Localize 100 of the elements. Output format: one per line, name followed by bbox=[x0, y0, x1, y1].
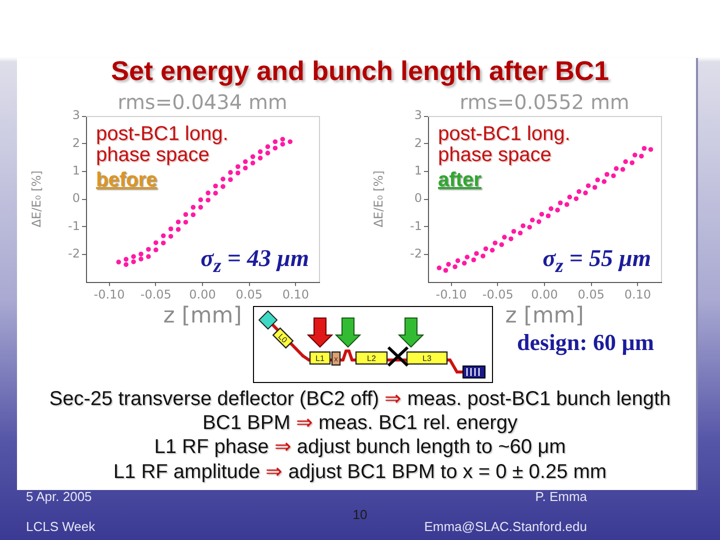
point bbox=[546, 213, 551, 218]
point bbox=[124, 262, 128, 267]
point bbox=[614, 166, 619, 171]
x-tick-label: 0.05 bbox=[236, 287, 262, 302]
point bbox=[206, 198, 210, 203]
point bbox=[492, 240, 498, 246]
point bbox=[124, 256, 128, 262]
y-tick-label: -1 bbox=[68, 218, 80, 233]
point bbox=[138, 252, 144, 256]
annotation: σ$_{z}$ = 43 μm bbox=[200, 245, 309, 279]
point bbox=[176, 227, 181, 232]
point bbox=[236, 170, 240, 176]
point bbox=[116, 260, 122, 264]
point bbox=[190, 212, 196, 218]
point bbox=[623, 159, 628, 164]
point bbox=[548, 206, 554, 212]
point bbox=[592, 184, 598, 190]
point bbox=[583, 190, 588, 196]
y-tick-label: 2 bbox=[414, 136, 422, 150]
point bbox=[527, 224, 532, 230]
point bbox=[502, 234, 507, 240]
point bbox=[154, 240, 158, 246]
point bbox=[242, 159, 248, 164]
point bbox=[474, 251, 479, 256]
point bbox=[455, 258, 460, 264]
point bbox=[499, 242, 504, 248]
point bbox=[632, 152, 638, 158]
point bbox=[462, 260, 467, 266]
point bbox=[602, 179, 607, 184]
point bbox=[520, 223, 526, 228]
point bbox=[258, 149, 263, 154]
point bbox=[630, 160, 635, 166]
point bbox=[567, 194, 572, 200]
point bbox=[213, 190, 218, 196]
point bbox=[483, 246, 488, 252]
annotation: post-BC1 long. phase space bbox=[438, 123, 572, 166]
point bbox=[198, 197, 204, 202]
point bbox=[131, 254, 136, 259]
point bbox=[611, 173, 616, 178]
point bbox=[265, 144, 270, 150]
annotation: before bbox=[96, 169, 158, 191]
point bbox=[265, 150, 270, 156]
point bbox=[213, 184, 218, 188]
point bbox=[242, 166, 248, 170]
point bbox=[576, 189, 582, 194]
point bbox=[146, 246, 151, 252]
point bbox=[518, 230, 523, 236]
text: P. Emma bbox=[535, 488, 587, 506]
y-tick-label: 3 bbox=[414, 108, 422, 122]
point bbox=[154, 248, 158, 252]
x-tick-label: 0.00 bbox=[189, 287, 216, 302]
point bbox=[480, 254, 486, 258]
point bbox=[250, 154, 256, 160]
point bbox=[168, 226, 174, 232]
point bbox=[160, 233, 166, 238]
text: BC1 BPM ⇒ meas. BC1 rel. energy bbox=[202, 411, 518, 435]
y-tick-label: 1 bbox=[414, 163, 422, 178]
point bbox=[648, 147, 654, 152]
x-tick-label: 0.05 bbox=[578, 287, 604, 302]
text: L1 RF amplitude ⇒ adjust BC1 BPM to x = 0 ± 0.25 mm bbox=[112, 460, 608, 484]
point bbox=[511, 228, 516, 234]
point bbox=[443, 268, 448, 273]
point bbox=[228, 177, 233, 182]
x-tick-label: 0.00 bbox=[531, 287, 558, 302]
point bbox=[280, 136, 286, 142]
point bbox=[436, 265, 442, 270]
point bbox=[464, 254, 470, 260]
x-axis-title: z [mm] bbox=[163, 304, 242, 329]
text: Emma@SLAC.Stanford.edu bbox=[424, 518, 587, 536]
point bbox=[280, 142, 286, 147]
x-tick-label: 0.10 bbox=[624, 287, 652, 302]
text: 10 bbox=[352, 506, 368, 524]
point bbox=[539, 212, 544, 217]
point bbox=[490, 248, 495, 253]
text: Set energy and bunch length after BC1 bbox=[110, 56, 610, 87]
annotation: post-BC1 long. phase space bbox=[96, 123, 230, 166]
point bbox=[288, 139, 293, 144]
point bbox=[236, 164, 240, 170]
point bbox=[555, 208, 560, 212]
point bbox=[558, 200, 563, 206]
point bbox=[446, 262, 451, 267]
point bbox=[536, 219, 542, 224]
point bbox=[131, 259, 136, 264]
point bbox=[471, 257, 476, 262]
point bbox=[452, 264, 458, 270]
point bbox=[250, 160, 256, 166]
x-tick-label: -0.10 bbox=[436, 287, 467, 302]
chart-title: rms=0.0552 mm bbox=[460, 90, 630, 114]
y-tick-label: 1 bbox=[72, 163, 80, 178]
y-tick-label: -2 bbox=[410, 246, 422, 260]
point bbox=[272, 146, 278, 150]
x-tick-label: -0.10 bbox=[94, 287, 125, 302]
point bbox=[176, 220, 181, 224]
y-tick-label: 0 bbox=[72, 191, 80, 206]
point bbox=[183, 212, 188, 217]
point bbox=[183, 220, 188, 225]
point bbox=[508, 236, 514, 242]
y-tick-label: -2 bbox=[68, 246, 80, 260]
point bbox=[642, 146, 647, 151]
point bbox=[564, 202, 570, 207]
